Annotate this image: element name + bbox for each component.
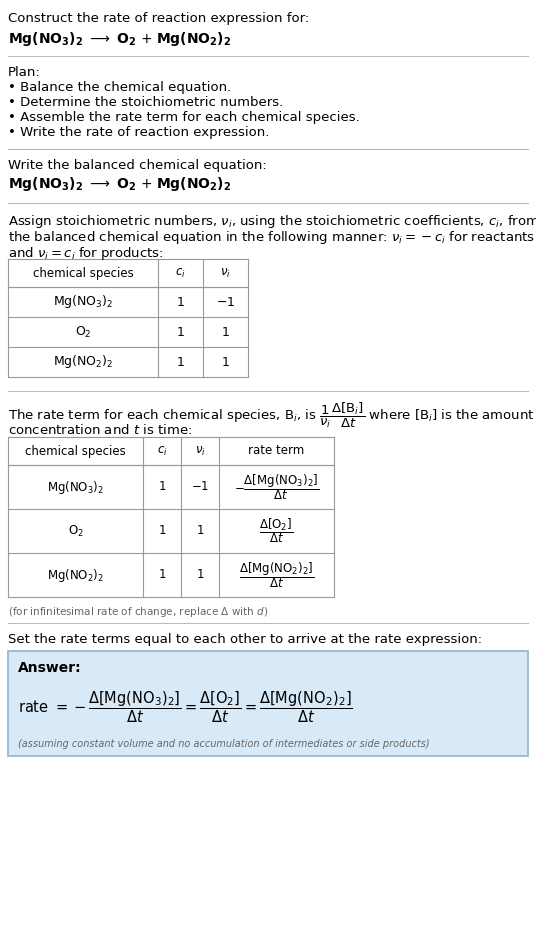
Text: Assign stoichiometric numbers, $\nu_i$, using the stoichiometric coefficients, $: Assign stoichiometric numbers, $\nu_i$, …	[8, 213, 536, 230]
Text: 1: 1	[221, 355, 229, 369]
Text: Construct the rate of reaction expression for:: Construct the rate of reaction expressio…	[8, 12, 309, 25]
Text: 1: 1	[176, 326, 184, 338]
Text: and $\nu_i = c_i$ for products:: and $\nu_i = c_i$ for products:	[8, 245, 163, 262]
Text: $-\dfrac{\Delta[\mathrm{Mg(NO_3)_2}]}{\Delta t}$: $-\dfrac{\Delta[\mathrm{Mg(NO_3)_2}]}{\D…	[234, 472, 319, 502]
Text: $c_i$: $c_i$	[175, 266, 186, 279]
Text: the balanced chemical equation in the following manner: $\nu_i = -c_i$ for react: the balanced chemical equation in the fo…	[8, 229, 535, 246]
Text: $\mathbf{Mg(NO_3)_2}$ $\longrightarrow$ $\mathbf{O_2}$ $+$ $\mathbf{Mg(NO_2)_2}$: $\mathbf{Mg(NO_3)_2}$ $\longrightarrow$ …	[8, 30, 231, 48]
Text: rate $= -\dfrac{\Delta[\mathrm{Mg(NO_3)_2}]}{\Delta t} = \dfrac{\Delta[\mathrm{O: rate $= -\dfrac{\Delta[\mathrm{Mg(NO_3)_…	[18, 689, 353, 725]
Text: $\dfrac{\Delta[\mathrm{Mg(NO_2)_2}]}{\Delta t}$: $\dfrac{\Delta[\mathrm{Mg(NO_2)_2}]}{\De…	[239, 560, 314, 590]
Text: 1: 1	[158, 524, 166, 538]
Text: • Determine the stoichiometric numbers.: • Determine the stoichiometric numbers.	[8, 96, 283, 109]
FancyBboxPatch shape	[8, 651, 528, 756]
Text: $\nu_i$: $\nu_i$	[195, 445, 205, 458]
Text: chemical species: chemical species	[25, 445, 126, 458]
Text: 1: 1	[196, 524, 204, 538]
Text: $\mathrm{Mg(NO_3)_2}$: $\mathrm{Mg(NO_3)_2}$	[47, 479, 104, 496]
Text: Answer:: Answer:	[18, 661, 81, 675]
Text: $\dfrac{\Delta[\mathrm{O_2}]}{\Delta t}$: $\dfrac{\Delta[\mathrm{O_2}]}{\Delta t}$	[259, 517, 294, 545]
Text: $\mathrm{O_2}$: $\mathrm{O_2}$	[75, 325, 91, 339]
Text: rate term: rate term	[248, 445, 304, 458]
Text: The rate term for each chemical species, B$_i$, is $\dfrac{1}{\nu_i}\dfrac{\Delt: The rate term for each chemical species,…	[8, 401, 534, 430]
Text: $c_i$: $c_i$	[157, 445, 167, 458]
Text: concentration and $t$ is time:: concentration and $t$ is time:	[8, 423, 192, 437]
Text: $\mathbf{Mg(NO_3)_2}$ $\longrightarrow$ $\mathbf{O_2}$ $+$ $\mathbf{Mg(NO_2)_2}$: $\mathbf{Mg(NO_3)_2}$ $\longrightarrow$ …	[8, 175, 231, 193]
Text: • Write the rate of reaction expression.: • Write the rate of reaction expression.	[8, 126, 270, 139]
Text: • Balance the chemical equation.: • Balance the chemical equation.	[8, 81, 231, 94]
Text: $-1$: $-1$	[216, 295, 235, 309]
Text: $\mathrm{Mg(NO_2)_2}$: $\mathrm{Mg(NO_2)_2}$	[47, 566, 104, 583]
Text: 1: 1	[196, 568, 204, 581]
Text: Write the balanced chemical equation:: Write the balanced chemical equation:	[8, 159, 267, 172]
Text: 1: 1	[158, 568, 166, 581]
Text: Set the rate terms equal to each other to arrive at the rate expression:: Set the rate terms equal to each other t…	[8, 633, 482, 646]
Text: Plan:: Plan:	[8, 66, 41, 79]
Text: (assuming constant volume and no accumulation of intermediates or side products): (assuming constant volume and no accumul…	[18, 739, 430, 749]
Text: $\nu_i$: $\nu_i$	[220, 266, 231, 279]
Text: $\mathrm{Mg(NO_2)_2}$: $\mathrm{Mg(NO_2)_2}$	[53, 353, 113, 370]
Text: 1: 1	[176, 355, 184, 369]
Text: 1: 1	[158, 481, 166, 493]
Text: 1: 1	[221, 326, 229, 338]
Text: • Assemble the rate term for each chemical species.: • Assemble the rate term for each chemic…	[8, 111, 360, 124]
Text: chemical species: chemical species	[33, 267, 133, 279]
Text: $\mathrm{O_2}$: $\mathrm{O_2}$	[68, 523, 84, 539]
Text: $-1$: $-1$	[191, 481, 209, 493]
Text: (for infinitesimal rate of change, replace Δ with $d$): (for infinitesimal rate of change, repla…	[8, 605, 268, 619]
Text: 1: 1	[176, 295, 184, 309]
Text: $\mathrm{Mg(NO_3)_2}$: $\mathrm{Mg(NO_3)_2}$	[53, 294, 113, 311]
